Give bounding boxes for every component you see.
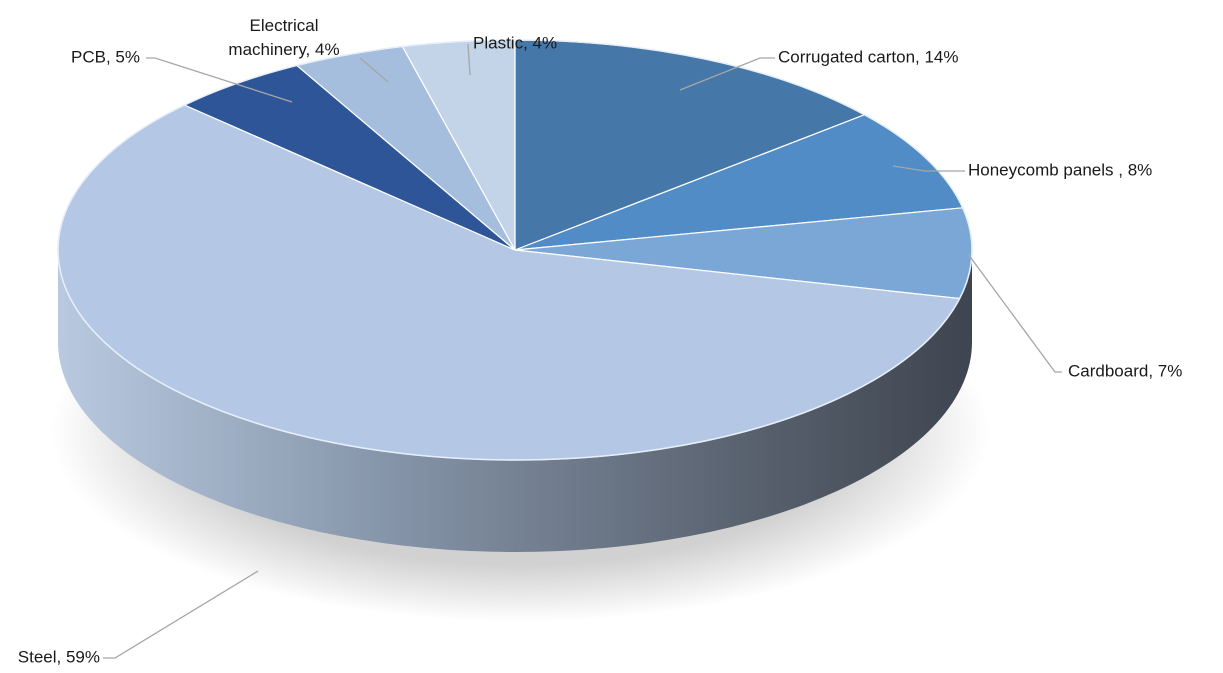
data-label-plastic: Plastic, 4% bbox=[473, 33, 557, 52]
leader-line-corrugated-carton bbox=[679, 57, 775, 91]
leader-line-pcb bbox=[146, 57, 293, 103]
data-label-line: Electrical bbox=[250, 16, 319, 35]
pie-rim bbox=[57, 39, 973, 461]
data-label-steel: Steel, 59% bbox=[18, 647, 100, 666]
leader-line-honeycomb-panels bbox=[892, 165, 965, 172]
data-label-line: machinery, 4% bbox=[228, 40, 339, 59]
leader-line-steel bbox=[103, 570, 259, 659]
data-label-cardboard: Cardboard, 7% bbox=[1068, 361, 1182, 380]
leader-line-electrical-machinery bbox=[359, 57, 389, 83]
data-label-electrical-machinery: Electrical machinery, 4% bbox=[228, 16, 339, 59]
pie-side-wall bbox=[58, 250, 972, 552]
leader-line-plastic bbox=[467, 43, 471, 76]
data-label-honeycomb-panels: Honeycomb panels , 8% bbox=[968, 160, 1152, 179]
data-label-corrugated-carton: Corrugated carton, 14% bbox=[778, 47, 959, 66]
leader-line-cardboard bbox=[967, 253, 1062, 373]
data-label-pcb: PCB, 5% bbox=[71, 47, 140, 66]
